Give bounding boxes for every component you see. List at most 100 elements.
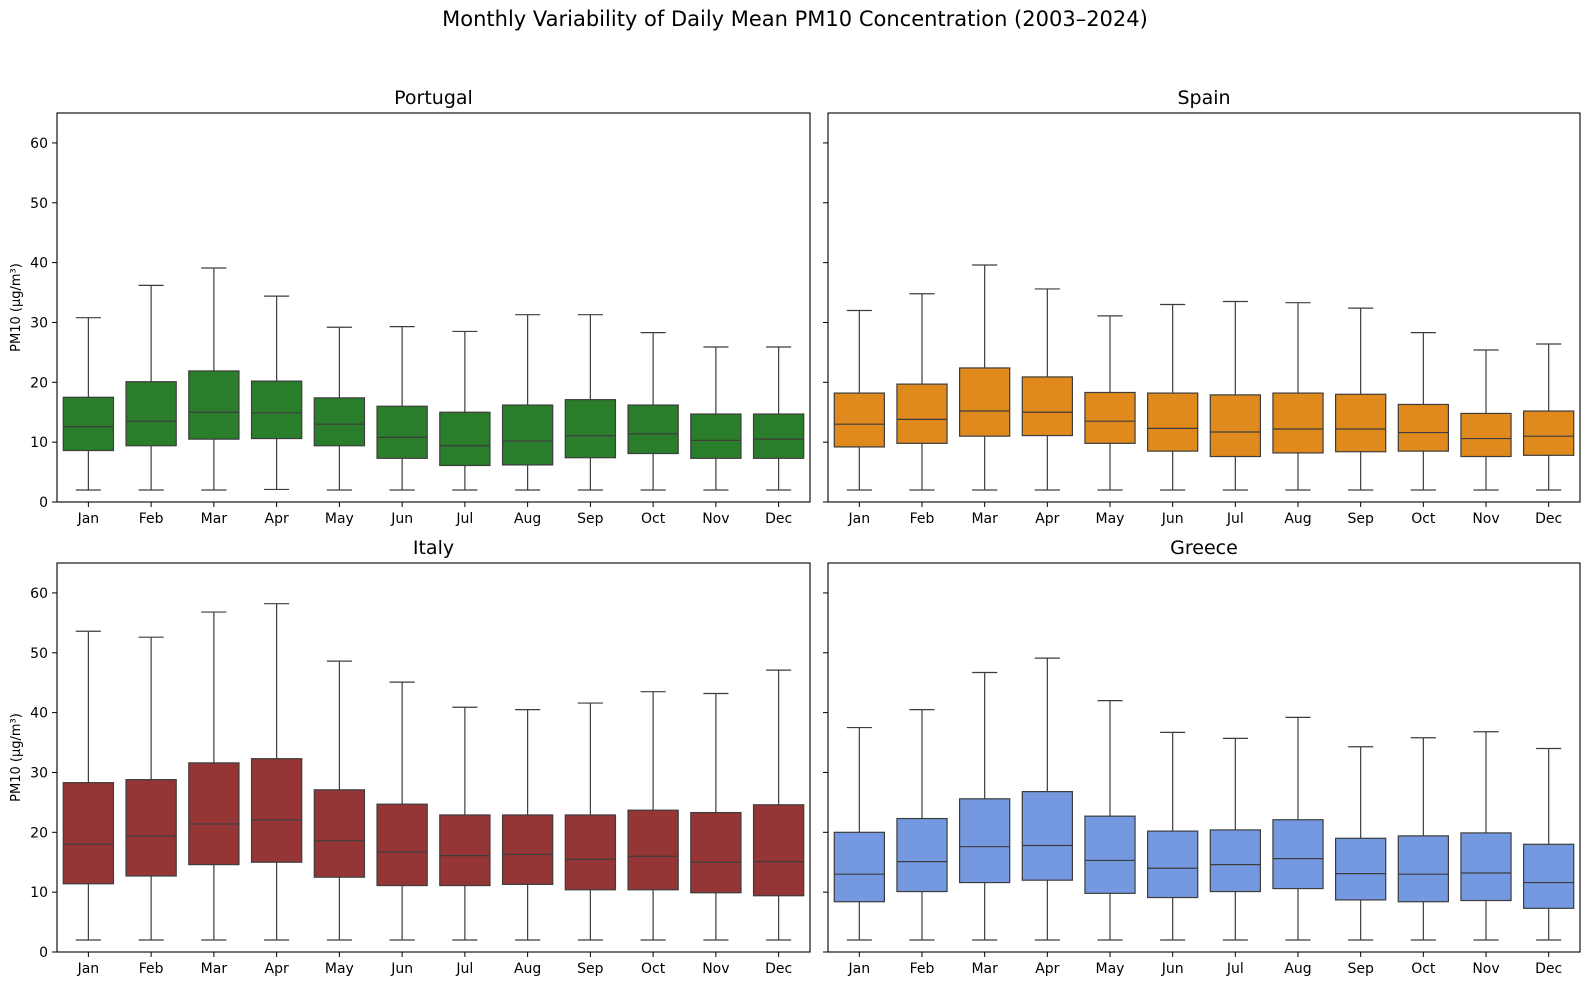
box-jun — [1146, 731, 1199, 941]
iqr-box — [958, 367, 1011, 437]
box-mar — [188, 267, 240, 491]
iqr-box — [627, 809, 679, 891]
iqr-box — [752, 804, 805, 897]
iqr-box — [690, 413, 742, 459]
x-tick-label: Mar — [971, 961, 998, 977]
y-tick-label: 20 — [30, 825, 48, 841]
axes-frame — [56, 112, 811, 503]
box-may — [1084, 315, 1136, 491]
x-tick-label: Mar — [201, 511, 228, 527]
x-tick-label: Feb — [139, 961, 164, 977]
x-tick-label: Jul — [1226, 511, 1244, 527]
iqr-box — [1522, 843, 1575, 909]
box-sep — [564, 702, 617, 941]
iqr-box — [1272, 392, 1324, 454]
x-tick-label: Apr — [1035, 961, 1059, 977]
x-tick-label: Jun — [390, 511, 413, 527]
box-aug — [501, 709, 554, 941]
x-tick-label: Oct — [641, 961, 666, 977]
axes-frame — [827, 112, 1581, 503]
x-tick-label: Dec — [765, 961, 792, 977]
x-tick-label: Mar — [971, 511, 998, 527]
x-tick-label: May — [325, 961, 354, 977]
iqr-box — [752, 413, 805, 459]
x-tick-label: Aug — [514, 511, 541, 527]
iqr-box — [125, 381, 177, 447]
box-apr — [250, 603, 303, 941]
iqr-box — [62, 782, 115, 885]
x-tick-label: Jan — [77, 961, 100, 977]
panel-title: Portugal — [394, 87, 473, 109]
y-tick-label: 60 — [30, 586, 48, 602]
y-tick-label: 60 — [30, 136, 48, 152]
x-tick-label: Jan — [77, 511, 100, 527]
box-nov — [1460, 349, 1512, 491]
x-tick-label: Aug — [1284, 961, 1311, 977]
iqr-box — [1272, 819, 1324, 890]
iqr-box — [1146, 830, 1199, 899]
x-tick-label: Jun — [390, 961, 413, 977]
box-jun — [376, 681, 428, 941]
y-tick-label: 40 — [30, 256, 48, 272]
iqr-box — [313, 397, 366, 447]
x-tick-label: May — [325, 511, 354, 527]
box-mar — [188, 611, 240, 941]
box-aug — [1272, 716, 1324, 941]
x-tick-label: Apr — [265, 511, 289, 527]
x-tick-label: May — [1096, 961, 1125, 977]
box-dec — [752, 669, 805, 941]
iqr-box — [896, 383, 948, 444]
iqr-box — [1209, 829, 1262, 893]
iqr-box — [188, 370, 240, 440]
box-oct — [627, 691, 679, 941]
x-tick-label: Nov — [1472, 511, 1499, 527]
box-sep — [1334, 307, 1387, 491]
box-jul — [439, 706, 491, 941]
box-feb — [125, 284, 177, 491]
box-sep — [564, 314, 617, 491]
x-tick-label: Nov — [1472, 961, 1499, 977]
iqr-box — [564, 814, 617, 891]
box-apr — [1021, 288, 1073, 491]
box-mar — [958, 264, 1011, 491]
x-tick-label: Jul — [455, 511, 473, 527]
figure-title: Monthly Variability of Daily Mean PM10 C… — [442, 7, 1148, 31]
iqr-box — [1146, 392, 1199, 452]
box-dec — [752, 346, 805, 491]
box-feb — [896, 293, 948, 491]
iqr-box — [1021, 376, 1073, 437]
iqr-box — [627, 404, 679, 455]
box-jan — [62, 317, 115, 491]
y-tick-label: 50 — [30, 646, 48, 662]
box-jul — [439, 330, 491, 491]
x-tick-label: Dec — [1535, 961, 1562, 977]
box-mar — [958, 671, 1011, 941]
box-oct — [627, 332, 679, 491]
x-tick-label: Aug — [514, 961, 541, 977]
iqr-box — [439, 411, 491, 467]
x-tick-label: May — [1096, 511, 1125, 527]
x-tick-label: Nov — [702, 961, 729, 977]
iqr-box — [1021, 791, 1073, 881]
panel-title: Spain — [1177, 87, 1230, 109]
panel-italy: Italy 0 10 20 30 40 50 60 PM10 (µg/m³) Jan Feb Mar A… — [9, 537, 811, 977]
iqr-box — [833, 831, 885, 903]
iqr-box — [690, 811, 742, 894]
iqr-box — [501, 404, 554, 466]
x-tick-label: Sep — [1347, 961, 1374, 977]
x-tick-label: Oct — [641, 511, 666, 527]
x-tick-label: Feb — [910, 511, 935, 527]
box-sep — [1334, 746, 1387, 941]
box-may — [1084, 700, 1136, 941]
iqr-box — [1334, 837, 1387, 901]
iqr-box — [833, 392, 885, 448]
iqr-box — [376, 803, 428, 887]
x-tick-label: Feb — [910, 961, 935, 977]
x-tick-label: Nov — [702, 511, 729, 527]
panel-title: Italy — [413, 537, 454, 559]
iqr-box — [1460, 832, 1512, 902]
panel-spain: Spain Jan Feb Mar Apr May Jun Jul Aug Sep Oct Nov De… — [823, 87, 1581, 527]
iqr-box — [1397, 403, 1450, 452]
box-nov — [690, 346, 742, 491]
